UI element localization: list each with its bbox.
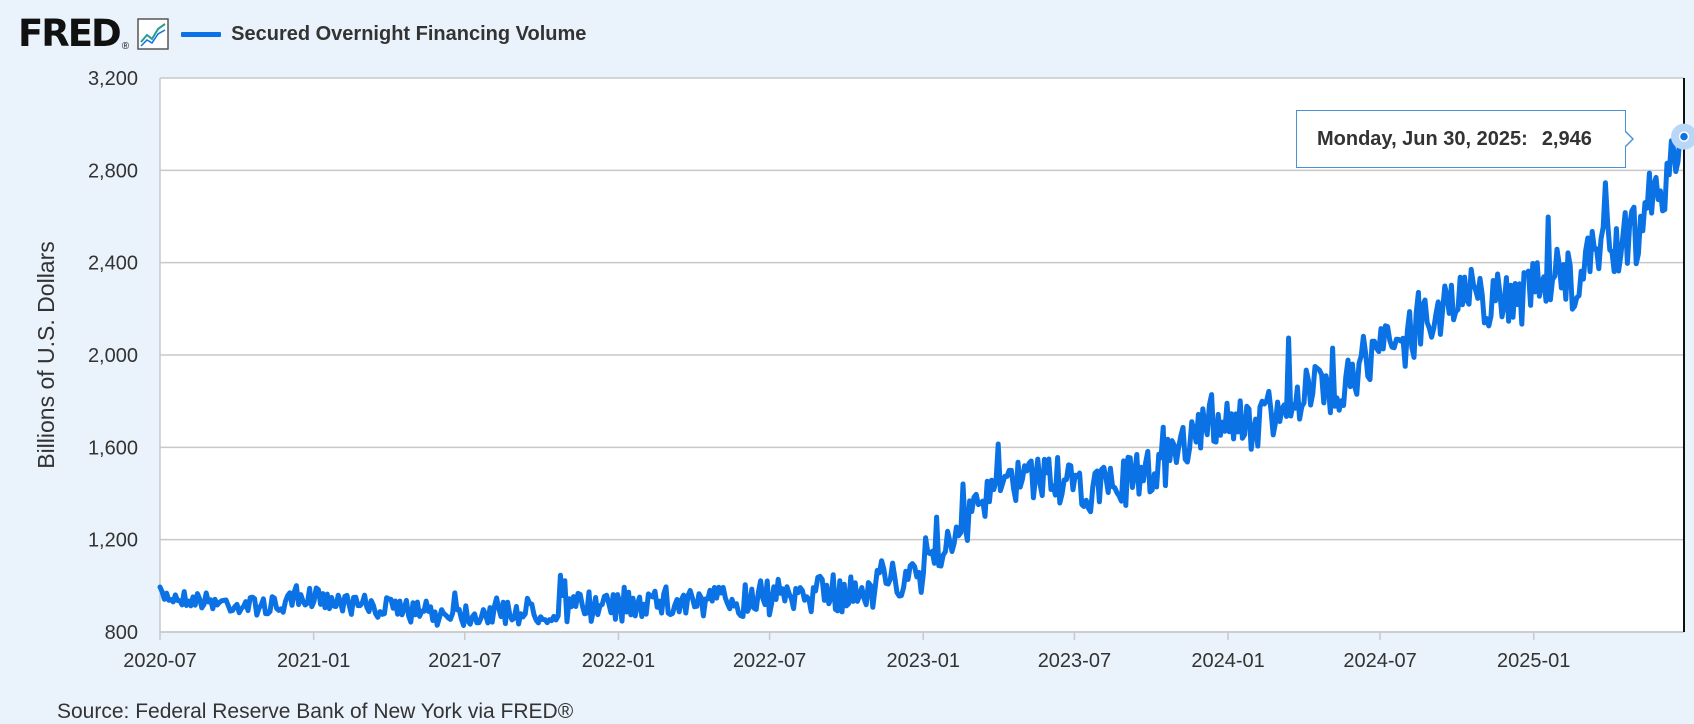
tooltip-pointer-fill [1624,131,1632,147]
y-tick-label: 2,000 [88,345,138,367]
hover-tooltip: Monday, Jun 30, 2025: 2,946 [1296,110,1626,168]
y-axis-label: Billions of U.S. Dollars [33,241,59,469]
y-tick-label: 2,400 [88,253,138,275]
tooltip-value: 2,946 [1541,127,1592,150]
x-tick-label: 2023-01 [887,650,960,672]
y-axis-tick-labels: 800 1,200 1,600 2,000 2,400 2,800 3,200 [88,68,138,644]
x-tick-label: 2021-07 [428,650,501,672]
line-graph-icon[interactable] [137,18,169,50]
hover-point[interactable] [1678,131,1690,142]
y-tick-label: 1,200 [88,530,138,552]
x-axis-tick-labels: 2020-07 2021-01 2021-07 2022-01 2022-07 2023-… [123,632,1570,672]
x-tick-label: 2022-01 [582,650,655,672]
x-tick-label: 2023-07 [1038,650,1111,672]
legend-label[interactable]: Secured Overnight Financing Volume [231,22,587,45]
x-tick-label: 2020-07 [123,650,196,672]
x-tick-label: 2021-01 [277,650,350,672]
x-tick-label: 2024-01 [1191,650,1264,672]
series-line[interactable] [157,129,1687,628]
legend-swatch [181,31,222,37]
y-tick-label: 1,600 [88,437,138,459]
y-tick-label: 2,800 [88,160,138,182]
chart-header: FRED ® Secured Overnight Financing Volum… [18,14,586,54]
tooltip-date: Monday, Jun 30, 2025: [1317,127,1528,150]
source-note: Source: Federal Reserve Bank of New York… [57,700,574,723]
fred-logo[interactable]: FRED [18,12,122,55]
x-tick-label: 2022-07 [733,650,806,672]
y-tick-label: 800 [105,622,138,644]
y-tick-label: 3,200 [88,68,138,90]
x-tick-label: 2025-01 [1497,650,1570,672]
x-tick-label: 2024-07 [1343,650,1416,672]
fred-logo-registered-mark: ® [121,40,130,52]
